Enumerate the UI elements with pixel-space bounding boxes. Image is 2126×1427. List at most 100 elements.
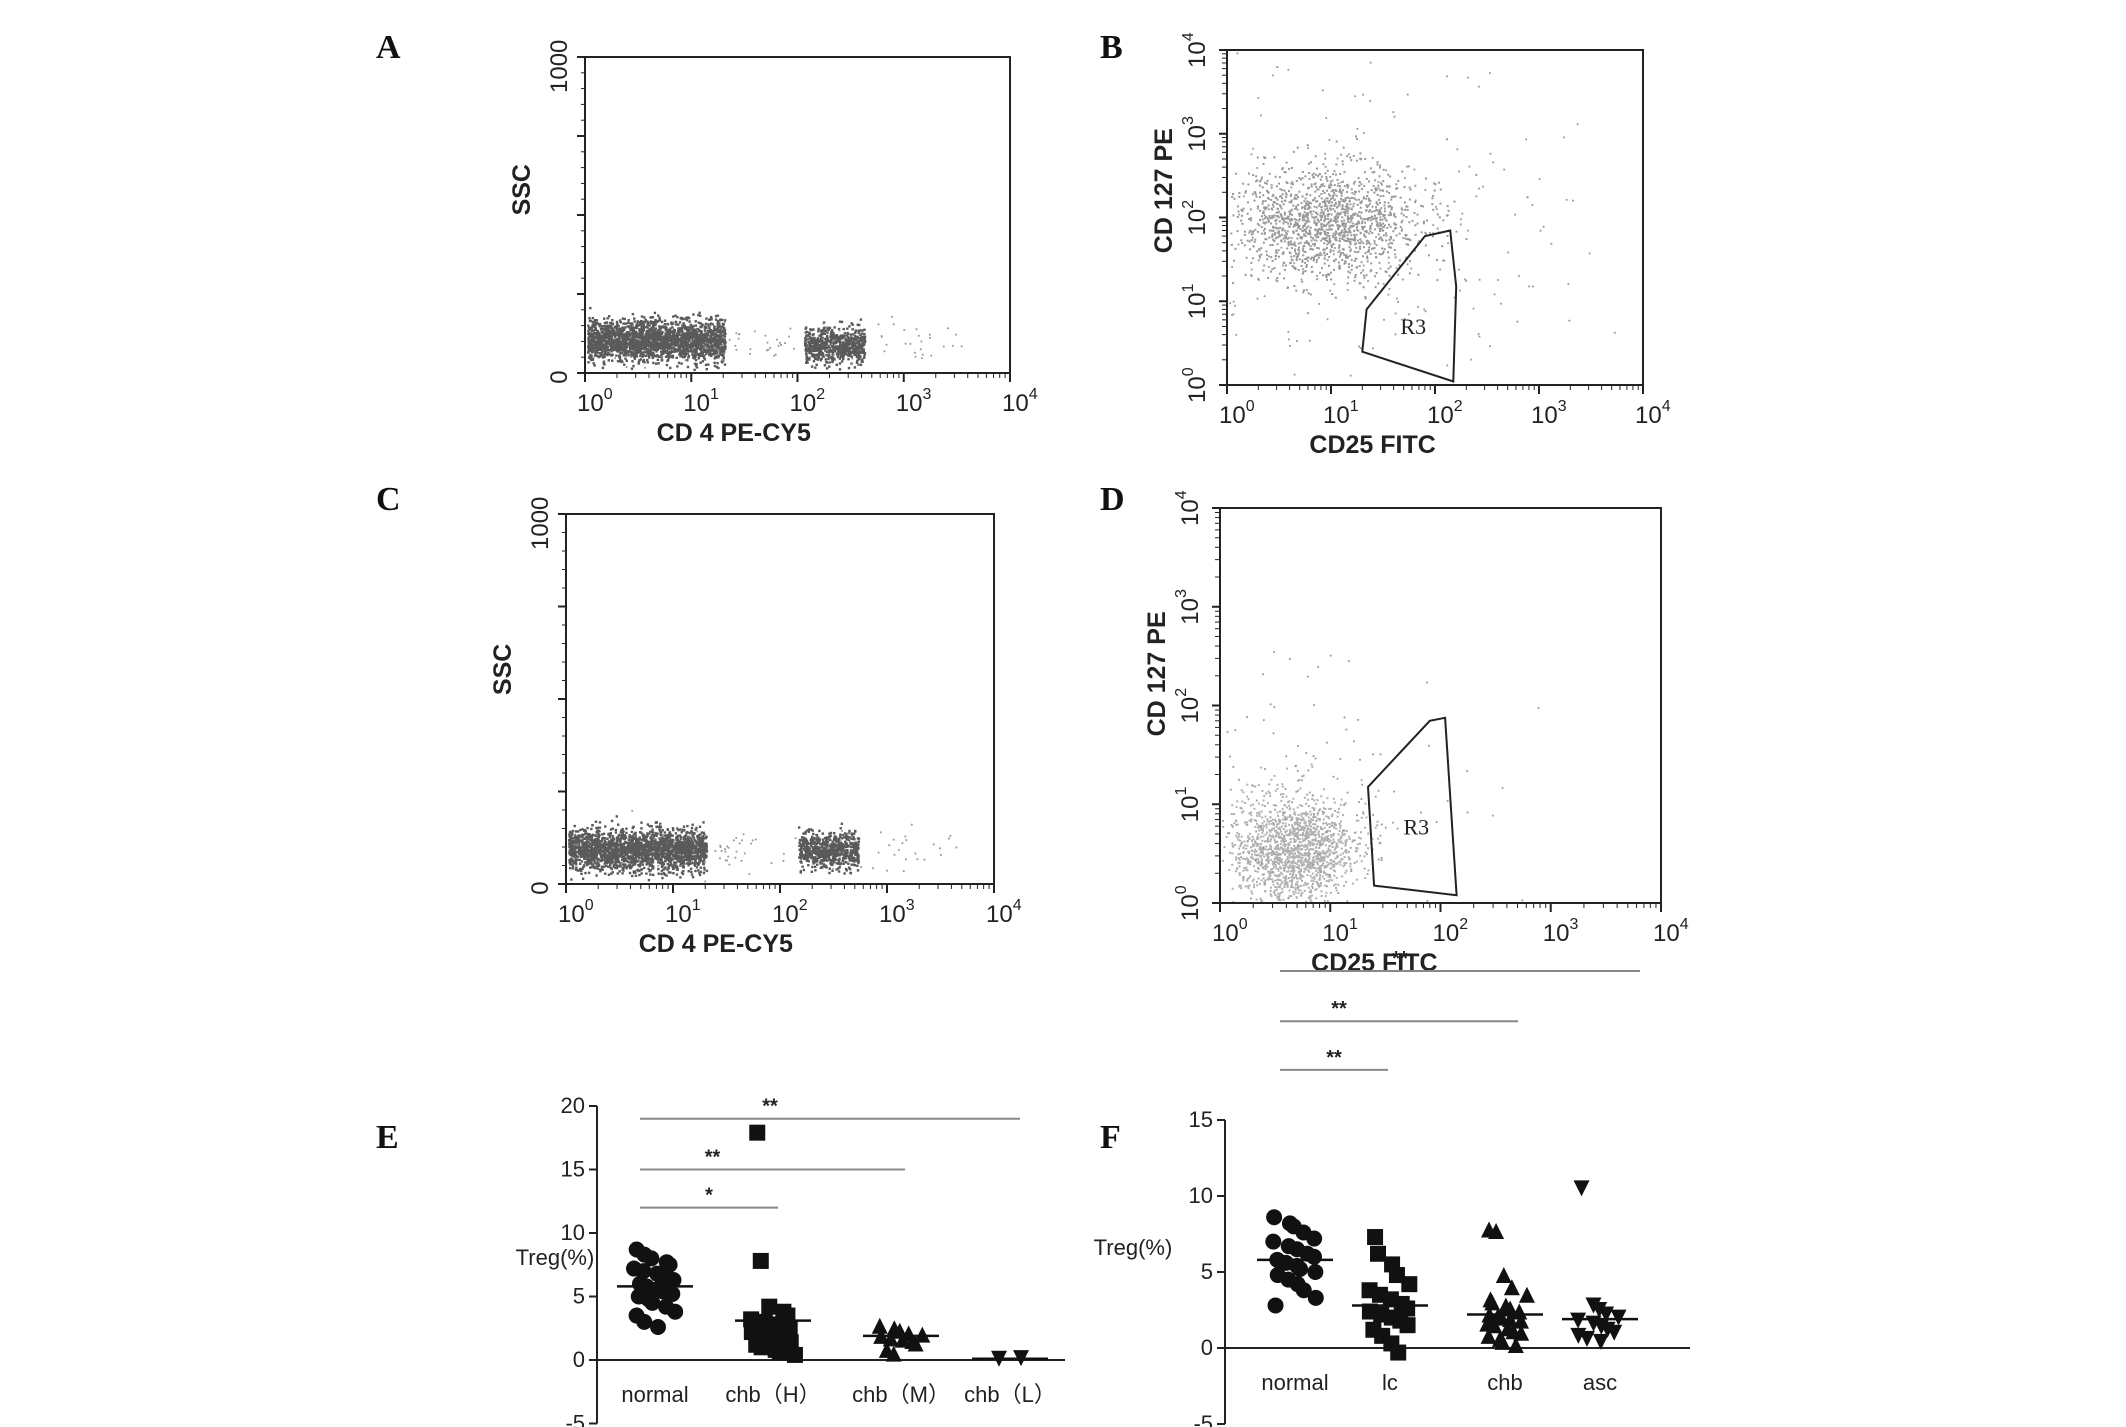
panel-a-event-dot <box>708 347 711 350</box>
panel-b-x-tick-exponent: 0 <box>1246 398 1255 415</box>
panel-b-event-dot <box>1332 219 1335 222</box>
panel-b-event-dot <box>1324 152 1326 155</box>
panel-a-event-dot <box>852 343 855 346</box>
panel-b-event-dot <box>1232 300 1235 303</box>
panel-a-event-dot <box>825 361 829 364</box>
panel-b-event-dot <box>1301 207 1304 210</box>
panel-a-event-dot <box>826 334 829 338</box>
panel-a-event-dot <box>639 338 641 341</box>
panel-b-event-dot <box>1355 258 1358 260</box>
panel-a-event-dot <box>650 321 653 324</box>
panel-b-event-dot <box>1404 234 1407 236</box>
panel-b-event-dot <box>1263 227 1266 230</box>
panel-b-event-dot <box>1347 220 1350 223</box>
panel-b-event-dot <box>1250 153 1253 156</box>
panel-a-event-dot <box>838 329 841 332</box>
panel-b-event-dot <box>1303 241 1306 244</box>
panel-a-event-dot <box>835 335 838 339</box>
panel-b-event-dot <box>1271 268 1274 271</box>
panel-b-event-dot <box>1261 215 1263 218</box>
panel-a-event-dot <box>632 364 635 368</box>
panel-a-event-dot <box>643 326 646 329</box>
panel-a-event-dot <box>667 356 671 359</box>
panel-b-x-tick-exponent: 2 <box>1454 398 1463 415</box>
panel-b-event-dot <box>1307 147 1309 150</box>
panel-b-event-dot <box>1271 244 1274 246</box>
panel-b-event-dot <box>1340 208 1343 211</box>
panel-b-event-dot <box>1355 135 1357 138</box>
panel-a-event-dot <box>694 358 698 362</box>
panel-a-event-dot <box>714 334 717 337</box>
panel-b-event-dot <box>1355 198 1358 201</box>
panel-a-event-dot <box>638 359 641 362</box>
panel-a-event-dot <box>631 360 634 363</box>
panel-b-event-dot <box>1423 220 1425 223</box>
panel-a-event-dot <box>863 354 866 357</box>
panel-b-event-dot <box>1402 237 1405 239</box>
panel-b-x-tick-exponent: 3 <box>1558 398 1567 415</box>
panel-a-event-dot <box>594 353 597 356</box>
panel-a-event-dot <box>636 320 640 324</box>
panel-a-event-dot <box>641 338 644 342</box>
panel-b-event-dot <box>1336 185 1339 187</box>
panel-b-event-dot <box>1271 226 1274 229</box>
panel-a-event-dot <box>595 338 597 341</box>
panel-b-event-dot <box>1328 200 1331 202</box>
panel-a-event-dot <box>686 365 690 369</box>
panel-b-event-dot <box>1379 201 1381 204</box>
panel-a-event-dot <box>825 349 828 352</box>
panel-b-event-dot <box>1335 140 1338 143</box>
panel-b-event-dot <box>1359 347 1362 350</box>
panel-b-event-dot <box>1382 180 1385 182</box>
panel-b-event-dot <box>1255 180 1258 183</box>
panel-b-event-dot <box>1379 219 1382 221</box>
panel-b-event-dot <box>1268 172 1271 175</box>
panel-b-event-dot <box>1359 206 1362 209</box>
panel-a-event-dot <box>686 352 689 355</box>
panel-b-event-dot <box>1334 202 1337 205</box>
panel-b-event-dot <box>1237 243 1240 246</box>
panel-b-event-dot <box>1395 234 1398 237</box>
panel-b-event-dot <box>1369 219 1372 222</box>
panel-a-event-dot <box>688 332 691 335</box>
panel-a-event-dot <box>821 352 825 355</box>
panel-a-event-dot <box>846 350 849 353</box>
panel-b-event-dot <box>1277 249 1280 252</box>
panel-a-event-dot <box>776 338 778 341</box>
panel-b-event-dot <box>1304 228 1307 231</box>
panel-b-event-dot <box>1588 252 1591 255</box>
panel-a-event-dot <box>647 321 650 324</box>
panel-a-event-dot <box>693 357 696 360</box>
panel-b-event-dot <box>1514 213 1517 216</box>
panel-b-event-dot <box>1367 250 1370 253</box>
panel-b-event-dot <box>1344 255 1347 258</box>
panel-a-event-dot <box>590 347 593 350</box>
panel-b-event-dot <box>1472 307 1475 310</box>
panel-b-event-dot <box>1352 154 1355 157</box>
panel-b-event-dot <box>1567 283 1570 285</box>
panel-a-event-dot <box>856 355 859 358</box>
panel-b-event-dot <box>1285 221 1288 223</box>
panel-a-event-dot <box>716 324 720 327</box>
panel-b-event-dot <box>1286 287 1289 289</box>
panel-a-event-dot <box>689 327 693 330</box>
panel-a-event-dot <box>930 354 933 357</box>
panel-a-event-dot <box>713 325 716 328</box>
panel-b-event-dot <box>1290 255 1293 258</box>
panel-a-event-dot <box>855 329 858 333</box>
panel-a-event-dot <box>835 363 838 366</box>
panel-a-event-dot <box>671 326 674 329</box>
panel-a-event-dot <box>662 336 665 339</box>
panel-a-event-dot <box>831 331 834 334</box>
panel-b-event-dot <box>1436 213 1439 216</box>
panel-b-event-dot <box>1287 244 1290 247</box>
panel-a-event-dot <box>805 335 808 338</box>
panel-a-event-dot <box>827 357 830 361</box>
panel-a-event-dot <box>810 349 813 352</box>
panel-b-event-dot <box>1381 239 1383 242</box>
panel-b-y-tick-exponent: 0 <box>1180 367 1197 376</box>
panel-a-event-dot <box>603 317 606 320</box>
panel-a-event-dot <box>599 337 602 341</box>
panel-a-event-dot <box>615 331 619 334</box>
panel-a-event-dot <box>681 324 684 327</box>
